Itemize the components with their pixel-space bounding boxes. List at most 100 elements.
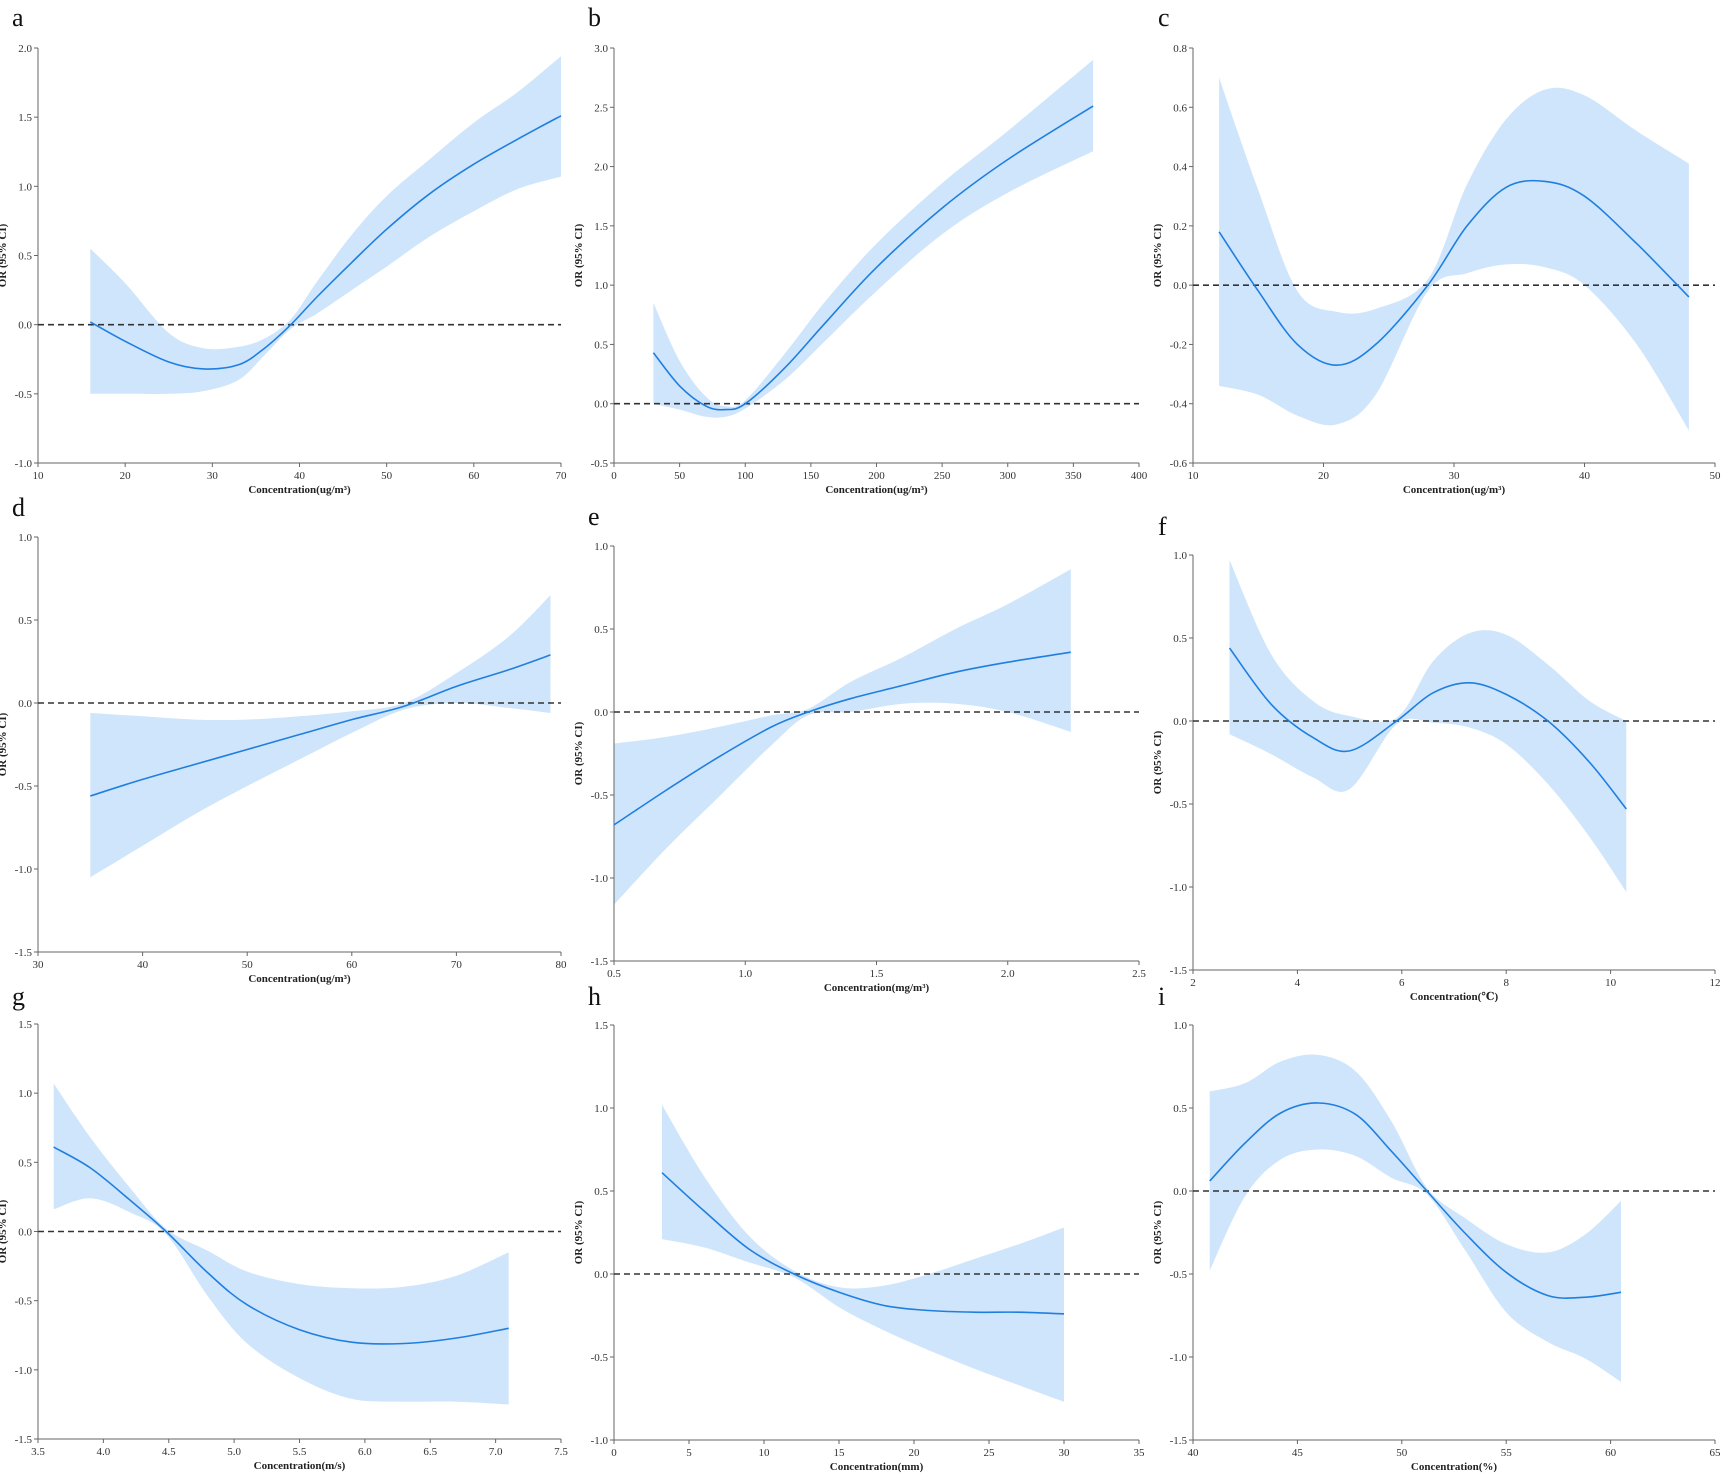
panel-letter: b	[588, 3, 601, 32]
y-tick-label: -0.5	[591, 790, 609, 802]
y-tick-label: 2.0	[594, 162, 608, 174]
y-tick-label: 0.6	[1173, 102, 1187, 114]
confidence-band	[653, 59, 1094, 418]
fitted-curve	[652, 105, 1094, 411]
x-axis-label: Concentration(ug/m³)	[825, 484, 928, 496]
y-tick-label: 0.4	[1173, 162, 1187, 174]
panel-e: e -1.5 -1.0 -0.5 0.0 0.5 1.0 0.5 1.0 1.5 2.0 2.5 Con…	[573, 502, 1146, 994]
y-tick-label: 0.0	[18, 1227, 32, 1239]
confidence-band	[1219, 77, 1689, 431]
y-tick-label: -1.5	[591, 956, 609, 968]
x-tick-label: 6.5	[423, 1446, 437, 1458]
y-tick-label: 1.5	[18, 112, 32, 124]
panel-letter: c	[1158, 3, 1170, 32]
y-tick-label: 3.0	[594, 43, 608, 55]
x-tick-label: 4.5	[162, 1446, 176, 1458]
y-tick-label: 1.0	[1173, 1020, 1187, 1032]
y-tick-label: -0.5	[15, 389, 33, 401]
y-tick-label: 2.0	[18, 43, 32, 55]
y-tick-label: 0.5	[594, 624, 608, 636]
x-tick-label: 12	[1710, 977, 1721, 989]
y-tick-label: 0.0	[18, 698, 32, 710]
y-tick-label: -1.0	[1170, 882, 1188, 894]
panel-c: c -0.6 -0.4 -0.2 0.0 0.2 0.4 0.6 0.8 10 20 30 40 50 Co…	[1152, 3, 1721, 496]
x-tick-label: 1.5	[870, 968, 884, 980]
x-tick-label: 7.5	[554, 1446, 568, 1458]
x-tick-label: 20	[909, 1447, 921, 1459]
x-tick-label: 150	[803, 470, 820, 482]
confidence-band	[614, 569, 1071, 905]
x-tick-label: 6	[1399, 977, 1405, 989]
x-tick-label: 3.5	[31, 1446, 45, 1458]
x-tick-label: 6.0	[358, 1446, 372, 1458]
y-tick-label: 0.5	[594, 1186, 608, 1198]
y-tick-label: 0.0	[1173, 716, 1187, 728]
y-tick-label: 1.0	[594, 280, 608, 292]
x-tick-label: 30	[1059, 1447, 1071, 1459]
x-tick-label: 35	[1134, 1447, 1146, 1459]
panel-letter: f	[1158, 512, 1167, 541]
x-tick-label: 200	[868, 470, 885, 482]
x-tick-label: 40	[1188, 1447, 1200, 1459]
fitted-curve	[613, 651, 1071, 826]
y-tick-label: 0.0	[594, 707, 608, 719]
x-tick-label: 40	[137, 959, 149, 971]
y-tick-label: 0.5	[1173, 633, 1187, 645]
x-tick-label: 4	[1295, 977, 1301, 989]
x-axis-label: Concentration(ug/m³)	[248, 973, 351, 985]
y-tick-label: 1.5	[594, 1020, 608, 1032]
confidence-band	[90, 595, 551, 878]
x-tick-label: 7.0	[489, 1446, 503, 1458]
x-tick-label: 400	[1131, 470, 1148, 482]
confidence-band	[53, 1083, 509, 1405]
fitted-curve	[1228, 647, 1627, 810]
x-axis-label: Concentration(mm)	[830, 1461, 924, 1473]
x-tick-label: 60	[468, 470, 480, 482]
x-tick-label: 20	[120, 470, 132, 482]
y-tick-label: -0.5	[1170, 799, 1188, 811]
y-tick-label: 0.8	[1173, 43, 1187, 55]
y-tick-label: 1.0	[18, 1088, 32, 1100]
x-tick-label: 8	[1503, 977, 1509, 989]
x-tick-label: 30	[1449, 470, 1461, 482]
x-axis-label: Concentration(ug/m³)	[248, 484, 351, 496]
x-tick-label: 50	[381, 470, 393, 482]
panel-i: i -1.5 -1.0 -0.5 0.0 0.5 1.0 40 45 50 55 60 65 Concen…	[1152, 982, 1721, 1473]
x-tick-label: 65	[1710, 1447, 1722, 1459]
fitted-curve	[53, 1146, 509, 1345]
x-tick-label: 2	[1190, 977, 1196, 989]
panel-a: a -1.0 -0.5 0.0 0.5 1.0 1.5 2.0 10 20 30 40 50 60 70 Co…	[0, 3, 567, 496]
y-tick-label: 1.0	[594, 1103, 608, 1115]
fitted-curve	[1209, 1102, 1622, 1299]
x-tick-label: 5.0	[227, 1446, 241, 1458]
panel-b: b -0.5 0.0 0.5 1.0 1.5 2.0 2.5 3.0 0 50 100 150 200 25…	[573, 3, 1148, 496]
x-tick-label: 4.0	[97, 1446, 111, 1458]
y-axis-label: OR (95% CI)	[573, 1200, 585, 1264]
x-tick-label: 50	[1710, 470, 1722, 482]
x-tick-label: 70	[556, 470, 568, 482]
y-tick-label: 1.0	[18, 532, 32, 544]
y-tick-label: -1.5	[15, 1434, 33, 1446]
x-tick-label: 250	[934, 470, 951, 482]
y-tick-label: -1.0	[591, 873, 609, 885]
y-tick-label: -0.2	[1170, 339, 1187, 351]
x-tick-label: 0	[611, 470, 617, 482]
x-tick-label: 20	[1318, 470, 1330, 482]
y-axis-label: OR (95% CI)	[1152, 730, 1164, 794]
y-tick-label: 0.5	[594, 339, 608, 351]
y-tick-label: -0.6	[1170, 458, 1188, 470]
x-tick-label: 30	[207, 470, 219, 482]
y-tick-label: 1.0	[18, 181, 32, 193]
x-tick-label: 100	[737, 470, 754, 482]
x-tick-label: 25	[984, 1447, 996, 1459]
panel-letter: e	[588, 502, 600, 531]
x-tick-label: 40	[1579, 470, 1591, 482]
x-tick-label: 10	[1188, 470, 1200, 482]
x-axis-label: Concentration(mg/m³)	[824, 982, 930, 994]
fitted-curve	[89, 115, 562, 370]
x-tick-label: 15	[834, 1447, 846, 1459]
fitted-curve	[1218, 179, 1690, 367]
panel-f: f -1.5 -1.0 -0.5 0.0 0.5 1.0 2 4 6 8 10 12 Concentrat…	[1152, 512, 1721, 1003]
panel-h: h -1.0 -0.5 0.0 0.5 1.0 1.5 0 5 10 15 20 25 30 35 Conce…	[573, 982, 1145, 1473]
